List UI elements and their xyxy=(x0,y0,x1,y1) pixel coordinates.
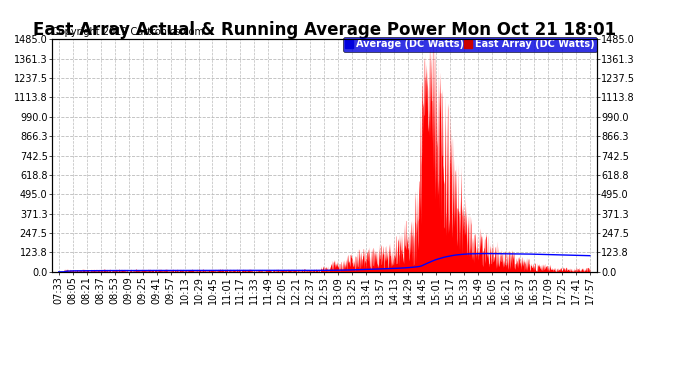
Legend: Average (DC Watts), East Array (DC Watts): Average (DC Watts), East Array (DC Watts… xyxy=(343,37,597,52)
Title: East Array Actual & Running Average Power Mon Oct 21 18:01: East Array Actual & Running Average Powe… xyxy=(32,21,616,39)
Text: Copyright 2019 Cartronics.com: Copyright 2019 Cartronics.com xyxy=(52,27,204,37)
